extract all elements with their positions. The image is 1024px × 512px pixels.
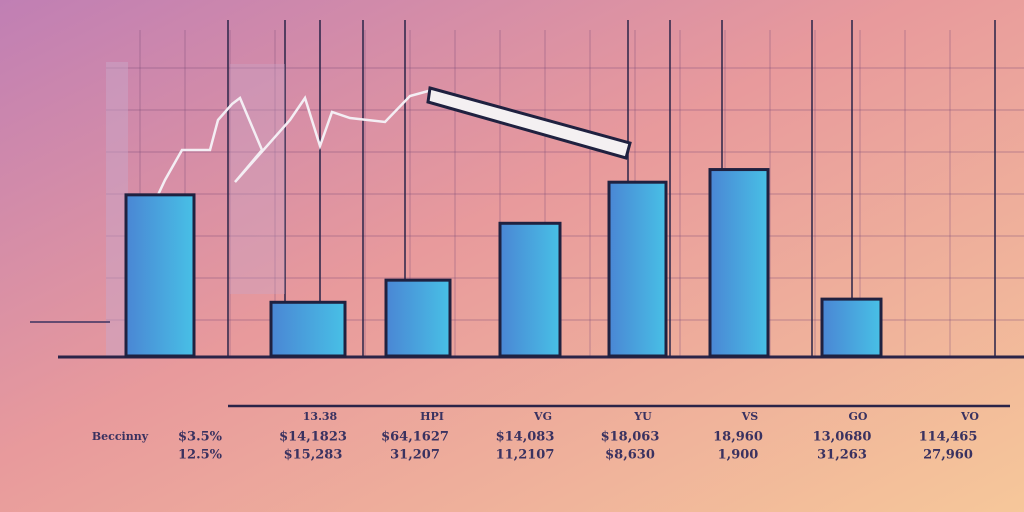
bar — [269, 300, 347, 358]
table-cell: $64,1627 — [381, 430, 449, 445]
column-label: 13.38 — [303, 410, 338, 423]
table-cell: $3.5% — [178, 430, 223, 445]
bar — [708, 168, 770, 358]
table-cell: $18,063 — [601, 430, 660, 445]
table-cell: 18,960 — [713, 430, 763, 445]
bars — [124, 168, 883, 358]
bar — [124, 193, 196, 358]
table: 13.38 HPI VG YU VS GO VO $3.5% $14,1823 $64,1627 $… — [178, 410, 979, 463]
column-label: YU — [633, 410, 652, 423]
bar — [820, 297, 883, 358]
decor-column — [106, 62, 128, 358]
table-cell: 11,2107 — [496, 448, 555, 463]
table-cell: 12.5% — [178, 448, 223, 463]
table-cell: $8,630 — [605, 448, 655, 463]
table-cell: 114,465 — [919, 430, 978, 445]
table-cell: 31,263 — [817, 448, 867, 463]
table-cell: $14,083 — [496, 430, 555, 445]
table-cell: 13,0680 — [813, 430, 872, 445]
table-cell: $15,283 — [284, 448, 343, 463]
column-label: GO — [849, 410, 868, 423]
column-label: VG — [533, 410, 552, 423]
bar — [498, 221, 562, 358]
trend-line — [127, 88, 433, 231]
column-label: VS — [741, 410, 759, 423]
table-cell: 1,900 — [718, 448, 759, 463]
bar — [384, 278, 452, 358]
table-cell: $14,1823 — [279, 430, 347, 445]
column-label: VO — [960, 410, 979, 423]
column-label: HPI — [420, 410, 444, 423]
trend-arrow — [426, 86, 632, 160]
row-label: Beccinny — [92, 430, 149, 443]
bar — [607, 180, 668, 358]
table-cell: 27,960 — [923, 448, 973, 463]
table-cell: 31,207 — [390, 448, 440, 463]
